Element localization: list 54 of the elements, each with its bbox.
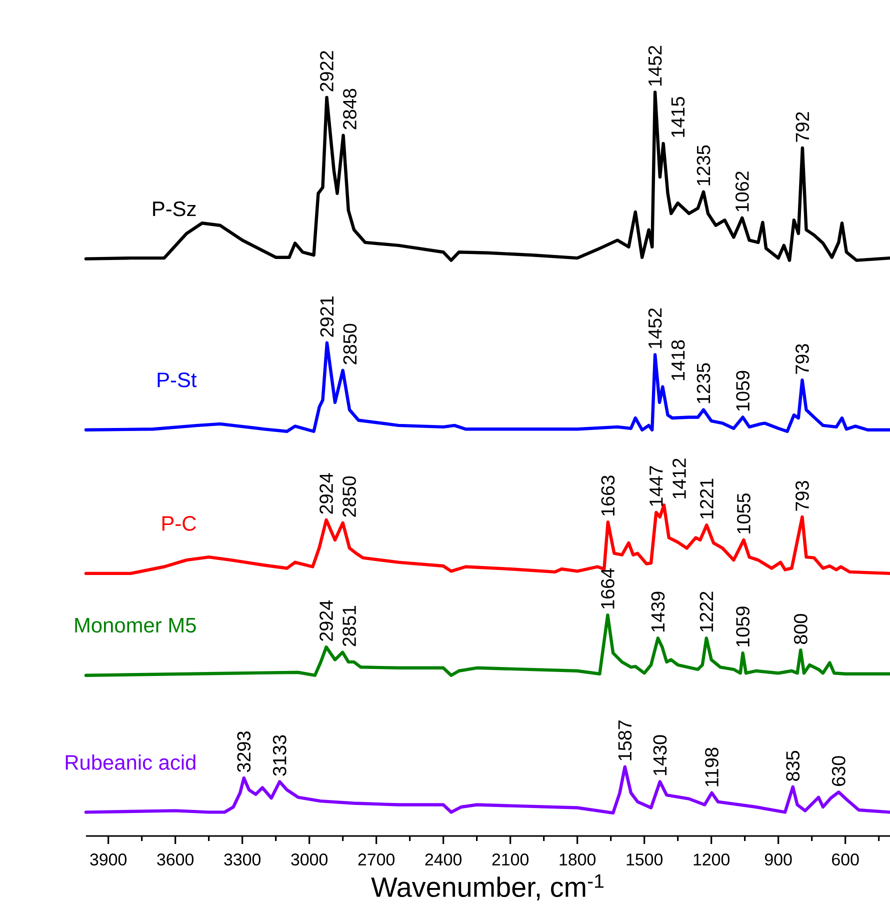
annotation: 3293 — [237, 732, 251, 772]
series-label: P-Sz — [153, 201, 196, 216]
annotation: 793 — [796, 344, 809, 374]
x-tick-label: 2400 — [425, 854, 462, 866]
annotation: 1439 — [651, 592, 665, 632]
x-tick-label: 1500 — [626, 854, 663, 866]
annotation: 835 — [786, 750, 800, 781]
annotation: 1412 — [672, 458, 686, 498]
annotation: 2848 — [343, 88, 356, 130]
annotation: 1430 — [653, 735, 667, 776]
annotation: 2924 — [320, 600, 333, 641]
series-label: Monomer M5 — [75, 618, 196, 633]
annotation: 1587 — [618, 720, 632, 760]
x-axis-title: Wavenumber, cm$^{-1}$ — [371, 874, 604, 900]
annotation: 1664 — [601, 568, 614, 608]
annotation: 630 — [832, 756, 846, 786]
x-tick-label: 900 — [764, 854, 792, 866]
annotation: 1059 — [736, 606, 750, 646]
annotation: 792 — [796, 112, 810, 142]
x-tick-label: 3600 — [157, 854, 194, 866]
annotation: 1235 — [696, 145, 710, 186]
annotation: 2924 — [320, 473, 333, 514]
annotation: 1235 — [696, 363, 710, 404]
x-tick-label: 3900 — [90, 854, 126, 866]
annotation: 1221 — [700, 478, 714, 518]
annotation: 1062 — [735, 172, 749, 212]
x-tick-label: 600 — [832, 854, 859, 866]
annotation: 793 — [796, 480, 809, 511]
annotation: 3133 — [272, 735, 286, 776]
x-tick-label: 3000 — [291, 854, 328, 866]
series-label: P-C — [162, 516, 196, 531]
annotation: 1452 — [648, 46, 662, 86]
annotation: 2850 — [343, 324, 357, 364]
annotation: 800 — [794, 614, 808, 644]
annotation: 1452 — [648, 308, 662, 348]
annotation: 1055 — [737, 493, 750, 534]
annotation: 1222 — [700, 592, 714, 632]
annotation: 1415 — [671, 97, 685, 137]
annotation: 2921 — [320, 296, 334, 337]
x-tick-label: 1200 — [694, 854, 730, 866]
series-label: Rubeanic acid — [66, 754, 196, 770]
annotation: 1059 — [736, 370, 750, 411]
series-label: P-St — [158, 372, 197, 388]
annotation: 2850 — [342, 476, 356, 517]
annotation: 1418 — [671, 340, 685, 380]
x-tick-label: 3300 — [224, 854, 260, 866]
annotation: 1198 — [705, 748, 718, 786]
annotation: 1447 — [650, 466, 663, 506]
x-tick-label: 2700 — [358, 854, 395, 866]
x-tick-label: 1800 — [560, 854, 596, 866]
annotation: 2922 — [320, 51, 334, 92]
x-tick-label: 2100 — [492, 854, 529, 866]
annotation: 2851 — [342, 606, 356, 646]
annotation: 1663 — [601, 476, 615, 516]
